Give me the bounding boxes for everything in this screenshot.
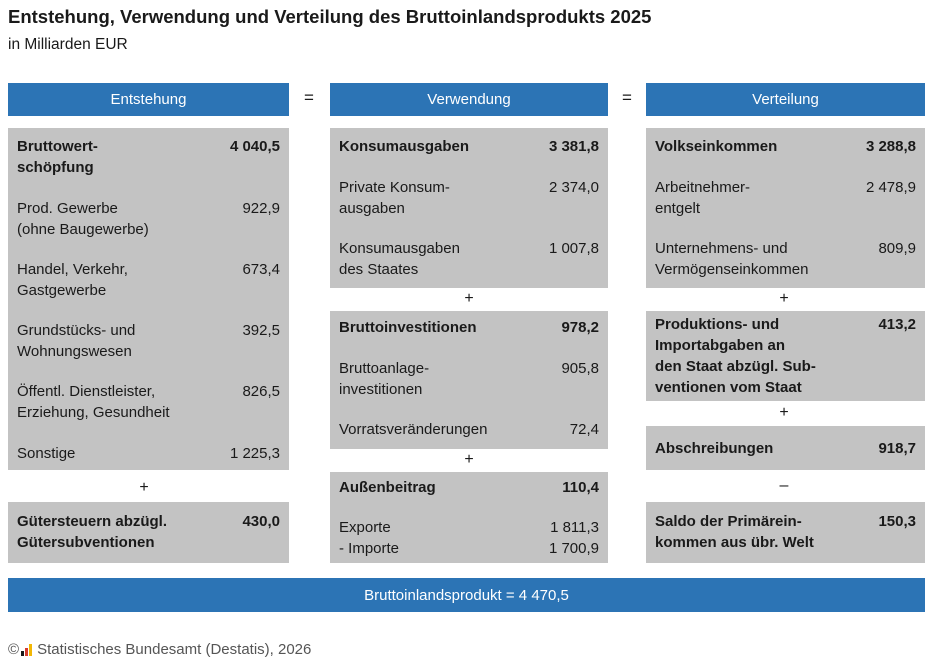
row-exporte-importe: Exporte - Importe 1 811,3 1 700,9 xyxy=(339,517,599,559)
value-prod-gewerbe: 922,9 xyxy=(242,200,280,217)
row-bruttoanlageinvestitionen: Bruttoanlage- investitionen 905,8 xyxy=(339,358,599,400)
row-vorratsveraenderungen: Vorratsveränderungen 72,4 xyxy=(339,419,599,440)
box-saldo-primaereinkommen: Saldo der Primärein- kommen aus übr. Wel… xyxy=(646,502,925,563)
box-guetersteuern: Gütersteuern abzügl. Gütersubventionen 4… xyxy=(8,502,289,563)
value-saldo-primaereinkommen: 150,3 xyxy=(878,513,916,530)
box-bruttowertschoepfung: Bruttowert- schöpfung 4 040,5 Prod. Gewe… xyxy=(8,128,289,470)
row-saldo-primaereinkommen: Saldo der Primärein- kommen aus übr. Wel… xyxy=(655,511,916,553)
label-arbeitnehmerentgelt: Arbeitnehmer- entgelt xyxy=(655,179,751,217)
label-sonstige: Sonstige xyxy=(17,445,76,462)
header-verwendung: Verwendung xyxy=(330,83,608,116)
source-text: Statistisches Bundesamt (Destatis), 2026 xyxy=(37,641,312,658)
value-private-konsumausgaben: 2 374,0 xyxy=(548,179,599,196)
value-konsumausgaben: 3 381,8 xyxy=(548,138,599,155)
minus-sign-verteilung: – xyxy=(779,477,789,494)
row-oeffentl-dienstleister: Öffentl. Dienstleister, Erziehung, Gesun… xyxy=(17,381,280,423)
header-entstehung: Entstehung xyxy=(8,83,289,116)
box-produktionsabgaben: Produktions- und Importabgaben an den St… xyxy=(646,311,925,401)
destatis-logo-icon xyxy=(21,643,33,656)
value-unternehmenseinkommen: 809,9 xyxy=(878,240,916,257)
footer-source: © Statistisches Bundesamt (Destatis), 20… xyxy=(8,641,311,658)
label-produktionsabgaben: Produktions- und Importabgaben an den St… xyxy=(655,316,816,396)
row-bruttoinvestitionen: Bruttoinvestitionen 978,2 xyxy=(339,317,599,338)
row-produktionsabgaben: Produktions- und Importabgaben an den St… xyxy=(655,314,916,398)
label-vorratsveraenderungen: Vorratsveränderungen xyxy=(339,421,488,438)
row-arbeitnehmerentgelt: Arbeitnehmer- entgelt 2 478,9 xyxy=(655,177,916,219)
plus-sign-verteilung-2: + xyxy=(779,404,789,421)
label-oeffentl-dienstleister: Öffentl. Dienstleister, Erziehung, Gesun… xyxy=(17,383,170,421)
row-handel: Handel, Verkehr, Gastgewerbe 673,4 xyxy=(17,259,280,301)
value-bruttoinvestitionen: 978,2 xyxy=(561,319,599,336)
value-guetersteuern: 430,0 xyxy=(242,513,280,530)
label-prod-gewerbe: Prod. Gewerbe (ohne Baugewerbe) xyxy=(17,200,149,238)
copyright-sign: © xyxy=(8,641,20,658)
row-konsumausgaben: Konsumausgaben 3 381,8 xyxy=(339,136,599,157)
label-abschreibungen: Abschreibungen xyxy=(655,440,774,457)
value-arbeitnehmerentgelt: 2 478,9 xyxy=(865,179,916,196)
label-exporte-importe: Exporte - Importe xyxy=(339,519,400,557)
plus-sign-verwendung-1: + xyxy=(464,290,474,307)
value-volkseinkommen: 3 288,8 xyxy=(865,138,916,155)
plus-sign-verwendung-2: + xyxy=(464,451,474,468)
value-aussenbeitrag: 110,4 xyxy=(562,479,599,496)
value-vorratsveraenderungen: 72,4 xyxy=(569,421,599,438)
label-volkseinkommen: Volkseinkommen xyxy=(655,138,778,155)
row-private-konsumausgaben: Private Konsum- ausgaben 2 374,0 xyxy=(339,177,599,219)
label-bruttowertschoepfung: Bruttowert- schöpfung xyxy=(17,138,98,176)
box-volkseinkommen: Volkseinkommen 3 288,8 Arbeitnehmer- ent… xyxy=(646,128,925,288)
row-bruttowertschoepfung: Bruttowert- schöpfung 4 040,5 xyxy=(17,136,280,178)
row-guetersteuern: Gütersteuern abzügl. Gütersubventionen 4… xyxy=(17,511,280,553)
value-oeffentl-dienstleister: 826,5 xyxy=(242,383,280,400)
total-bruttoinlandsprodukt: Bruttoinlandsprodukt = 4 470,5 xyxy=(8,578,925,612)
label-konsumausgaben: Konsumausgaben xyxy=(339,138,470,155)
box-abschreibungen: Abschreibungen 918,7 xyxy=(646,426,925,470)
row-abschreibungen: Abschreibungen 918,7 xyxy=(655,438,916,459)
value-grundstuecke: 392,5 xyxy=(242,322,280,339)
row-sonstige: Sonstige 1 225,3 xyxy=(17,443,280,464)
row-aussenbeitrag: Außenbeitrag 110,4 xyxy=(339,477,599,498)
value-sonstige: 1 225,3 xyxy=(229,445,280,462)
plus-sign-verteilung-1: + xyxy=(779,290,789,307)
chart-subtitle: in Milliarden EUR xyxy=(8,36,128,53)
label-konsumausgaben-staat: Konsumausgaben des Staates xyxy=(339,240,460,278)
header-verteilung: Verteilung xyxy=(646,83,925,116)
equals-sign-1: = xyxy=(304,88,314,107)
chart-title: Entstehung, Verwendung und Verteilung de… xyxy=(8,6,652,27)
row-grundstuecke: Grundstücks- und Wohnungswesen 392,5 xyxy=(17,320,280,362)
label-bruttoanlageinvestitionen: Bruttoanlage- investitionen xyxy=(339,360,430,398)
label-guetersteuern: Gütersteuern abzügl. Gütersubventionen xyxy=(17,513,168,551)
label-unternehmenseinkommen: Unternehmens- und Vermögenseinkommen xyxy=(655,240,809,278)
value-konsumausgaben-staat: 1 007,8 xyxy=(548,240,599,257)
value-bruttoanlageinvestitionen: 905,8 xyxy=(561,360,599,377)
value-produktionsabgaben: 413,2 xyxy=(878,316,916,333)
value-exporte-importe: 1 811,3 1 700,9 xyxy=(548,519,599,557)
row-prod-gewerbe: Prod. Gewerbe (ohne Baugewerbe) 922,9 xyxy=(17,198,280,240)
row-volkseinkommen: Volkseinkommen 3 288,8 xyxy=(655,136,916,157)
row-unternehmenseinkommen: Unternehmens- und Vermögenseinkommen 809… xyxy=(655,238,916,280)
label-private-konsumausgaben: Private Konsum- ausgaben xyxy=(339,179,450,217)
label-bruttoinvestitionen: Bruttoinvestitionen xyxy=(339,319,477,336)
equals-sign-2: = xyxy=(622,88,632,107)
label-aussenbeitrag: Außenbeitrag xyxy=(339,479,436,496)
value-handel: 673,4 xyxy=(242,261,280,278)
label-handel: Handel, Verkehr, Gastgewerbe xyxy=(17,261,128,299)
plus-sign-entstehung: + xyxy=(139,479,149,496)
value-abschreibungen: 918,7 xyxy=(878,440,916,457)
box-konsumausgaben: Konsumausgaben 3 381,8 Private Konsum- a… xyxy=(330,128,608,288)
label-grundstuecke: Grundstücks- und Wohnungswesen xyxy=(17,322,136,360)
label-saldo-primaereinkommen: Saldo der Primärein- kommen aus übr. Wel… xyxy=(655,513,814,551)
box-bruttoinvestitionen: Bruttoinvestitionen 978,2 Bruttoanlage- … xyxy=(330,311,608,449)
value-bruttowertschoepfung: 4 040,5 xyxy=(229,138,280,155)
box-aussenbeitrag: Außenbeitrag 110,4 Exporte - Importe 1 8… xyxy=(330,472,608,563)
row-konsumausgaben-staat: Konsumausgaben des Staates 1 007,8 xyxy=(339,238,599,280)
